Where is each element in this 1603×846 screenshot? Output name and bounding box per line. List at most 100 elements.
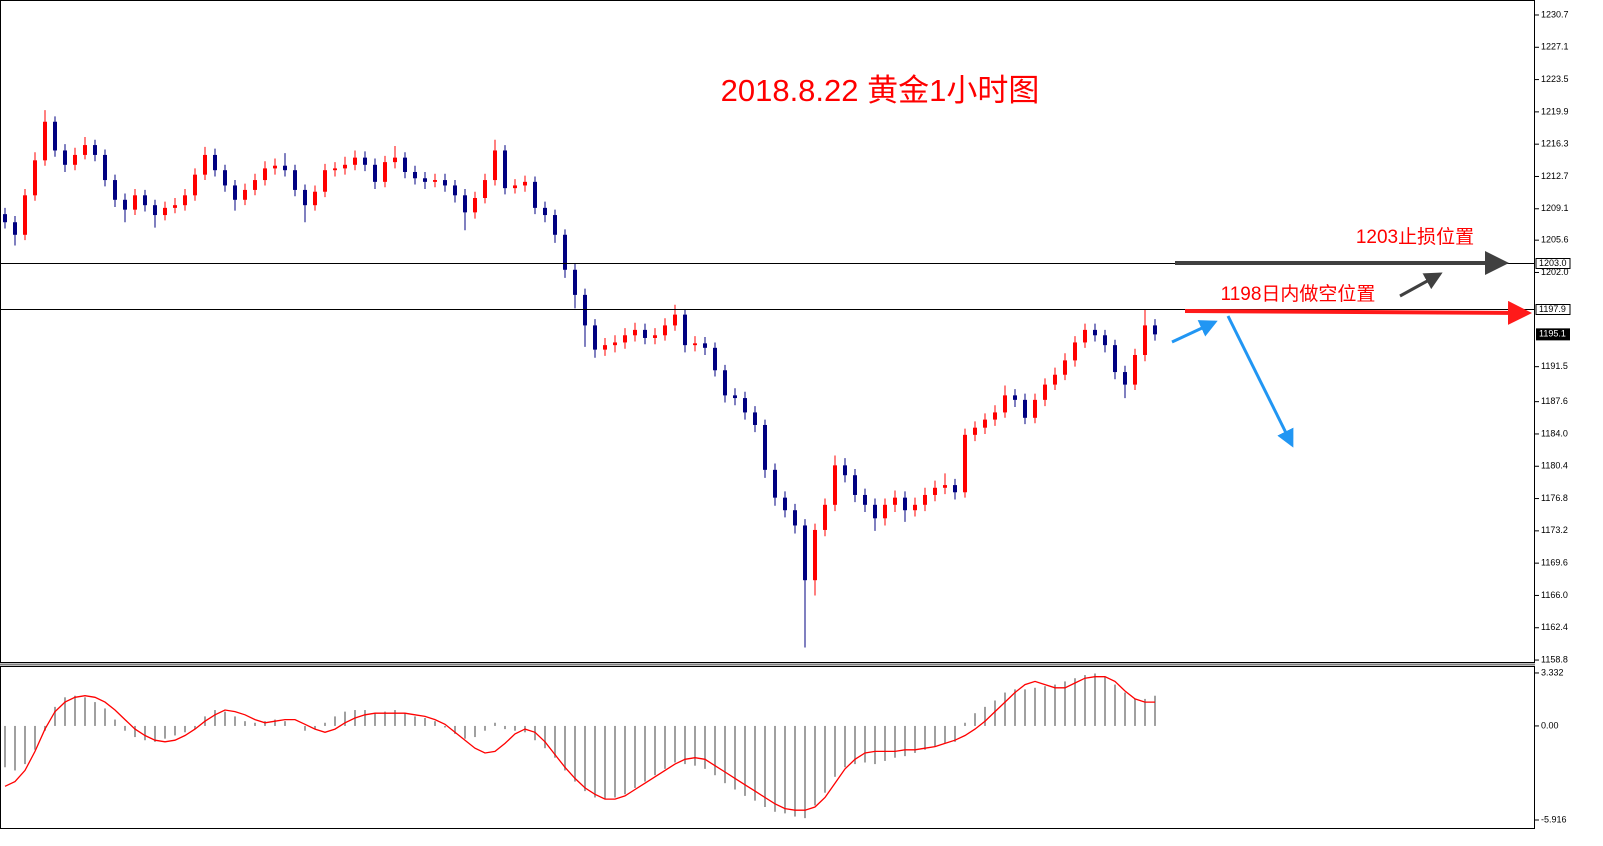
signal-line <box>4 676 1155 811</box>
candle-body <box>743 398 747 413</box>
candle-body <box>293 170 297 190</box>
candle-body <box>723 370 727 396</box>
candle-body <box>143 195 147 206</box>
candle-body <box>973 427 977 435</box>
candle-body <box>113 180 117 200</box>
candle-body <box>563 234 567 270</box>
candle-body <box>653 335 657 338</box>
candle-body <box>133 195 137 210</box>
candle-body <box>643 329 647 338</box>
candle-body <box>663 325 667 336</box>
candle-body <box>943 485 947 488</box>
candle-body <box>903 497 907 511</box>
candle-body <box>853 475 857 495</box>
marks <box>3 110 1157 819</box>
y-tick-label: 1166.0 <box>1541 590 1568 600</box>
candle-body <box>843 465 847 476</box>
candle-body <box>203 154 207 175</box>
candle-body <box>673 314 677 326</box>
candle-body <box>3 214 7 223</box>
candle-body <box>1033 399 1037 418</box>
candle-body <box>303 189 307 206</box>
candle-body <box>393 157 397 163</box>
y-tick-label: 1216.3 <box>1541 139 1569 149</box>
candle-body <box>123 199 127 210</box>
candle-body <box>453 185 457 196</box>
candle-body <box>43 121 47 161</box>
level-box <box>1535 304 1571 315</box>
candle-body <box>1023 399 1027 418</box>
macd-panel <box>0 666 1535 829</box>
candle-body <box>553 215 557 235</box>
up-arrow <box>1171 320 1218 344</box>
y-tick-label: 3.332 <box>1541 667 1564 677</box>
y-tick-label: -5.916 <box>1541 814 1567 824</box>
candle-body <box>383 162 387 182</box>
candle-body <box>693 343 697 346</box>
candle-body <box>273 165 277 169</box>
candle-body <box>1073 342 1077 361</box>
candle-body <box>193 174 197 196</box>
y-tick-label: 1205.6 <box>1541 235 1569 245</box>
candle-body <box>703 343 707 348</box>
candle-body <box>413 171 417 179</box>
candle-body <box>1083 329 1087 343</box>
y-tick-label: 1212.7 <box>1541 171 1569 181</box>
candle-body <box>153 205 157 216</box>
candle-body <box>583 294 587 326</box>
candle-body <box>253 180 257 190</box>
candle-body <box>1053 374 1057 385</box>
candle-body <box>433 180 437 182</box>
candle-body <box>963 434 967 493</box>
candle-body <box>163 207 167 216</box>
candle-body <box>243 189 247 200</box>
candle-body <box>223 170 227 186</box>
candle-body <box>23 195 27 235</box>
candle-body <box>343 164 347 169</box>
candle-body <box>633 329 637 336</box>
candle-body <box>933 487 937 495</box>
candle-body <box>73 154 77 165</box>
y-tick-label: 1202.0 <box>1541 267 1569 277</box>
candle-body <box>403 157 407 172</box>
level-box <box>1535 258 1571 269</box>
candle-body <box>573 269 577 295</box>
annotation: 1198日内做空位置 <box>1221 283 1376 305</box>
y-tick-label: 1187.6 <box>1541 396 1568 406</box>
candle-body <box>813 529 817 581</box>
candle-body <box>493 150 497 181</box>
y-tick-label: 1191.5 <box>1541 361 1568 371</box>
candle-body <box>63 150 67 165</box>
level-label: 1203.0 <box>1539 258 1567 268</box>
price-panel <box>0 0 1535 663</box>
candle-body <box>353 157 357 165</box>
candle-body <box>423 178 427 182</box>
candle-body <box>823 504 827 530</box>
y-tick-label: 1223.5 <box>1541 74 1569 84</box>
short-arrow <box>1184 300 1532 325</box>
y-tick-label: 1162.4 <box>1541 622 1568 632</box>
candle-body <box>93 145 97 155</box>
candle-body <box>33 160 37 196</box>
candle-body <box>1043 384 1047 400</box>
candle-body <box>503 150 507 189</box>
candle-body <box>443 180 447 186</box>
candle-body <box>1133 355 1137 385</box>
candle-body <box>13 222 17 235</box>
stop-arrow-short <box>1399 272 1443 298</box>
candle-body <box>773 469 777 498</box>
candle-body <box>523 181 527 186</box>
candle-body <box>753 412 757 425</box>
candle-body <box>83 145 87 155</box>
candle-body <box>613 342 617 346</box>
y-tick-label: 1184.0 <box>1541 428 1568 438</box>
y-tick-label: 1209.1 <box>1541 203 1569 213</box>
candle-body <box>233 185 237 200</box>
candle-body <box>263 168 267 181</box>
candle-body <box>683 314 687 346</box>
candle-body <box>543 207 547 216</box>
candle-body <box>513 185 517 189</box>
candle-body <box>533 181 537 208</box>
candle-body <box>993 412 997 420</box>
